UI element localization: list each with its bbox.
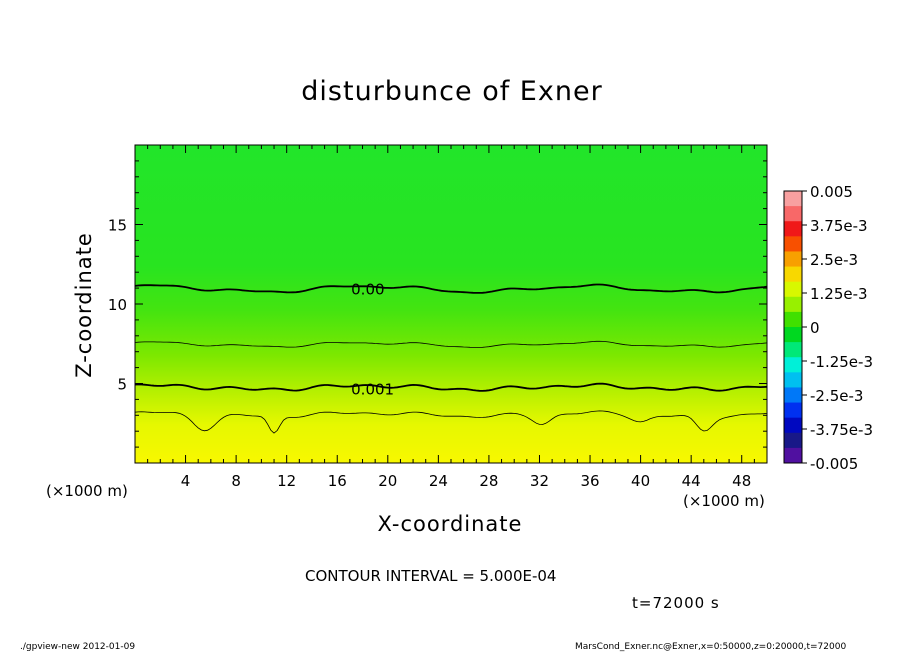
colorbar-swatch [784, 266, 802, 283]
colorbar-label: 1.25e-3 [810, 285, 868, 303]
y-axis-label: Z-coordinate [72, 232, 96, 378]
x-axis-label: X-coordinate [377, 512, 523, 536]
y-tick-label: 10 [108, 296, 127, 314]
colorbar-swatch [784, 402, 802, 419]
colorbar-swatch [784, 357, 802, 373]
colorbar-swatch [784, 296, 802, 313]
colorbar-swatch [784, 447, 802, 464]
contour-line-0015 [135, 410, 767, 434]
x-tick-label: 20 [378, 472, 397, 490]
time-label: t=72000 s [632, 594, 720, 612]
colorbar-swatch [784, 221, 802, 237]
contour-line-001 [135, 382, 767, 392]
colorbar-swatch [784, 251, 802, 268]
colorbar-swatch [784, 236, 802, 252]
colorbar-swatch [784, 432, 802, 449]
y-tick-label: 5 [117, 376, 127, 394]
colorbar-swatch [784, 387, 802, 404]
x-tick-label: 24 [429, 472, 448, 490]
footer-right: MarsCond_Exner.nc@Exner,x=0:50000,z=0:20… [575, 642, 847, 652]
contour-line-0005 [135, 340, 767, 348]
x-tick-label: 8 [231, 472, 241, 490]
x-tick-label: 12 [277, 472, 296, 490]
colorbar-label: -2.5e-3 [810, 387, 863, 405]
colorbar-label: 2.5e-3 [810, 251, 858, 269]
x-tick-label: 36 [580, 472, 599, 490]
x-tick-label: 48 [732, 472, 751, 490]
colorbar-label: 3.75e-3 [810, 217, 868, 235]
x-unit-label-right: (×1000 m) [683, 492, 765, 510]
x-tick-label: 40 [631, 472, 650, 490]
x-tick-label: 16 [328, 472, 347, 490]
x-tick-label: 4 [181, 472, 191, 490]
x-unit-label-left: (×1000 m) [46, 482, 128, 500]
colorbar-swatch [784, 417, 802, 434]
colorbar-label: -1.25e-3 [810, 353, 873, 371]
y-tick-label: 15 [108, 217, 127, 235]
colorbar-label: -3.75e-3 [810, 421, 873, 439]
colorbar-swatch [784, 191, 802, 207]
colorbar-label: -0.005 [810, 455, 858, 473]
colorbar-swatch [784, 311, 802, 328]
contour-line-0 [135, 283, 767, 294]
colorbar-swatch [784, 342, 802, 358]
colorbar-label: 0 [810, 319, 820, 337]
contour-interval: CONTOUR INTERVAL = 5.000E-04 [305, 567, 557, 585]
x-tick-label: 44 [682, 472, 701, 490]
x-tick-label: 32 [530, 472, 549, 490]
colorbar-swatch [784, 327, 802, 343]
x-tick-label: 28 [479, 472, 498, 490]
contour-label-0: 0.00 [351, 280, 384, 298]
colorbar-label: 0.005 [810, 183, 853, 201]
colorbar-swatch [784, 281, 802, 298]
colorbar-swatch [784, 372, 802, 388]
field-fill [135, 145, 767, 463]
chart-title: disturbunce of Exner [301, 76, 603, 107]
contour-label-1: 0.001 [351, 381, 394, 399]
footer-left: ./gpview-new 2012-01-09 [20, 642, 136, 652]
colorbar-swatch [784, 206, 802, 222]
